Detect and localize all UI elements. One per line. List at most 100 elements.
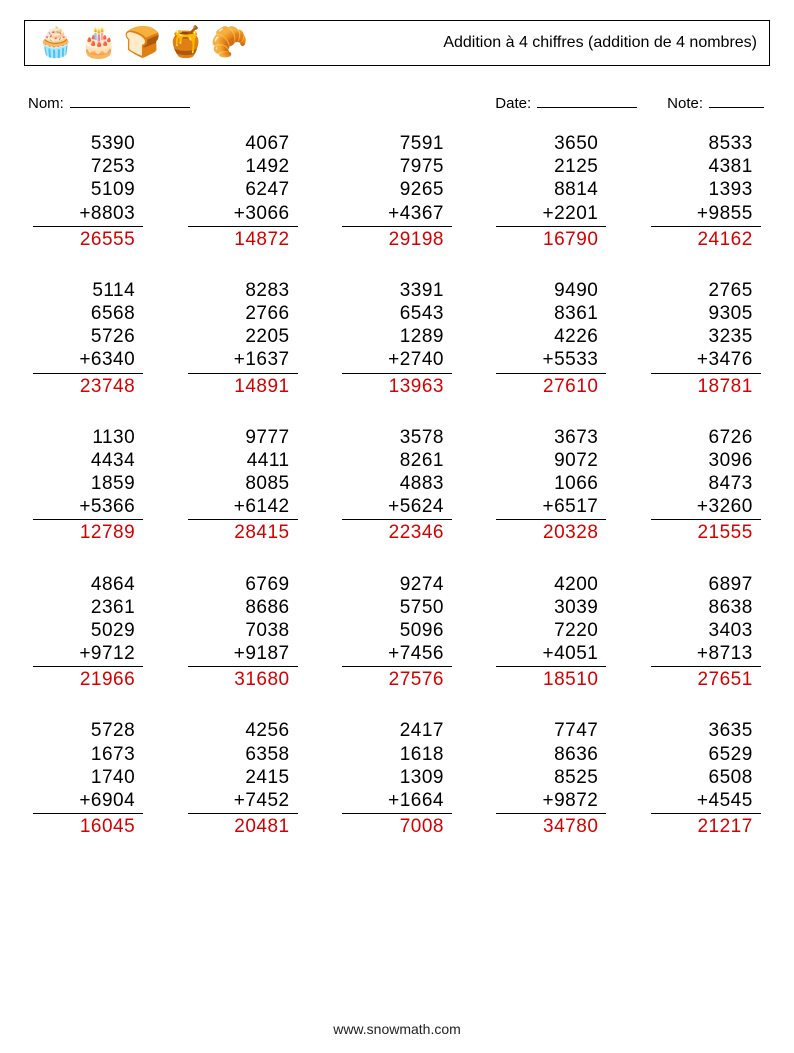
addend: 4067: [188, 132, 298, 155]
operator-line: +8803: [33, 202, 143, 227]
addend: 8533: [651, 132, 761, 155]
addition-problem: 406714926247+306614872: [188, 132, 298, 251]
answer: 21555: [651, 521, 761, 544]
addition-problem: 672630968473+326021555: [651, 426, 761, 545]
addend: 8085: [188, 472, 298, 495]
answer: 34780: [496, 815, 606, 838]
addend: 3391: [342, 279, 452, 302]
addend: 3650: [496, 132, 606, 155]
addend: 9305: [651, 302, 761, 325]
addend: 8261: [342, 449, 452, 472]
addend: 6726: [651, 426, 761, 449]
addition-problem: 572816731740+690416045: [33, 719, 143, 838]
answer: 16790: [496, 228, 606, 251]
header-bar: 🧁 🎂 🍞 🍯 🥐 Addition à 4 chiffres (additio…: [24, 20, 770, 66]
addition-problem: 927457505096+745627576: [342, 573, 452, 692]
addend: 3039: [496, 596, 606, 619]
addend: 3403: [651, 619, 761, 642]
answer: 20328: [496, 521, 606, 544]
addition-problem: 774786368525+987234780: [496, 719, 606, 838]
addend: 3578: [342, 426, 452, 449]
note-label: Note:: [667, 95, 703, 112]
operator-line: +2201: [496, 202, 606, 227]
addend: 7975: [342, 155, 452, 178]
addition-problem: 363565296508+454521217: [651, 719, 761, 838]
addition-problem: 420030397220+405118510: [496, 573, 606, 692]
answer: 16045: [33, 815, 143, 838]
answer: 20481: [188, 815, 298, 838]
operator-line: +8713: [651, 642, 761, 667]
note-blank[interactable]: [709, 92, 764, 108]
addition-problem: 977744118085+614228415: [188, 426, 298, 545]
addend: 4200: [496, 573, 606, 596]
answer: 24162: [651, 228, 761, 251]
addition-problem: 828327662205+163714891: [188, 279, 298, 398]
icon-row: 🧁 🎂 🍞 🍯 🥐: [37, 28, 248, 58]
answer: 31680: [188, 668, 298, 691]
addend: 4381: [651, 155, 761, 178]
operator-line: +9187: [188, 642, 298, 667]
footer-url: www.snowmath.com: [0, 1021, 794, 1037]
addend: 5390: [33, 132, 143, 155]
addend: 9490: [496, 279, 606, 302]
answer: 28415: [188, 521, 298, 544]
name-blank[interactable]: [70, 92, 190, 108]
addend: 1309: [342, 766, 452, 789]
addend: 8283: [188, 279, 298, 302]
answer: 26555: [33, 228, 143, 251]
addend: 5029: [33, 619, 143, 642]
addition-problem: 486423615029+971221966: [33, 573, 143, 692]
name-label: Nom:: [28, 95, 64, 112]
answer: 7008: [342, 815, 452, 838]
operator-line: +9872: [496, 789, 606, 814]
addend: 1618: [342, 743, 452, 766]
addend: 1492: [188, 155, 298, 178]
addend: 8636: [496, 743, 606, 766]
addend: 8814: [496, 178, 606, 201]
addend: 4864: [33, 573, 143, 596]
operator-line: +6142: [188, 495, 298, 520]
addition-problem: 853343811393+985524162: [651, 132, 761, 251]
answer: 21966: [33, 668, 143, 691]
date-blank[interactable]: [537, 92, 637, 108]
problem-grid: 539072535109+880326555406714926247+30661…: [24, 132, 770, 838]
addend: 2765: [651, 279, 761, 302]
addend: 6247: [188, 178, 298, 201]
addend: 1673: [33, 743, 143, 766]
cupcake-icon: 🧁: [37, 28, 74, 58]
addend: 1289: [342, 325, 452, 348]
operator-line: +2740: [342, 348, 452, 373]
addition-problem: 425663582415+745220481: [188, 719, 298, 838]
answer: 18781: [651, 375, 761, 398]
addend: 5109: [33, 178, 143, 201]
worksheet-page: 🧁 🎂 🍞 🍯 🥐 Addition à 4 chiffres (additio…: [0, 0, 794, 1053]
answer: 27576: [342, 668, 452, 691]
addend: 8686: [188, 596, 298, 619]
addend: 6358: [188, 743, 298, 766]
addition-problem: 113044341859+536612789: [33, 426, 143, 545]
addend: 7747: [496, 719, 606, 742]
addend: 6897: [651, 573, 761, 596]
operator-line: +4051: [496, 642, 606, 667]
addend: 6769: [188, 573, 298, 596]
addition-problem: 365021258814+220116790: [496, 132, 606, 251]
addend: 4434: [33, 449, 143, 472]
addend: 1130: [33, 426, 143, 449]
addition-problem: 949083614226+553327610: [496, 279, 606, 398]
addition-problem: 357882614883+562422346: [342, 426, 452, 545]
answer: 22346: [342, 521, 452, 544]
answer: 12789: [33, 521, 143, 544]
addend: 2766: [188, 302, 298, 325]
addend: 2417: [342, 719, 452, 742]
meta-row: Nom: Date: Note:: [24, 92, 770, 112]
addition-problem: 511465685726+634023748: [33, 279, 143, 398]
operator-line: +3476: [651, 348, 761, 373]
addend: 7038: [188, 619, 298, 642]
addend: 9265: [342, 178, 452, 201]
addend: 2125: [496, 155, 606, 178]
addend: 3635: [651, 719, 761, 742]
croissant-icon: 🥐: [210, 28, 247, 58]
addend: 2415: [188, 766, 298, 789]
addend: 1740: [33, 766, 143, 789]
operator-line: +6517: [496, 495, 606, 520]
